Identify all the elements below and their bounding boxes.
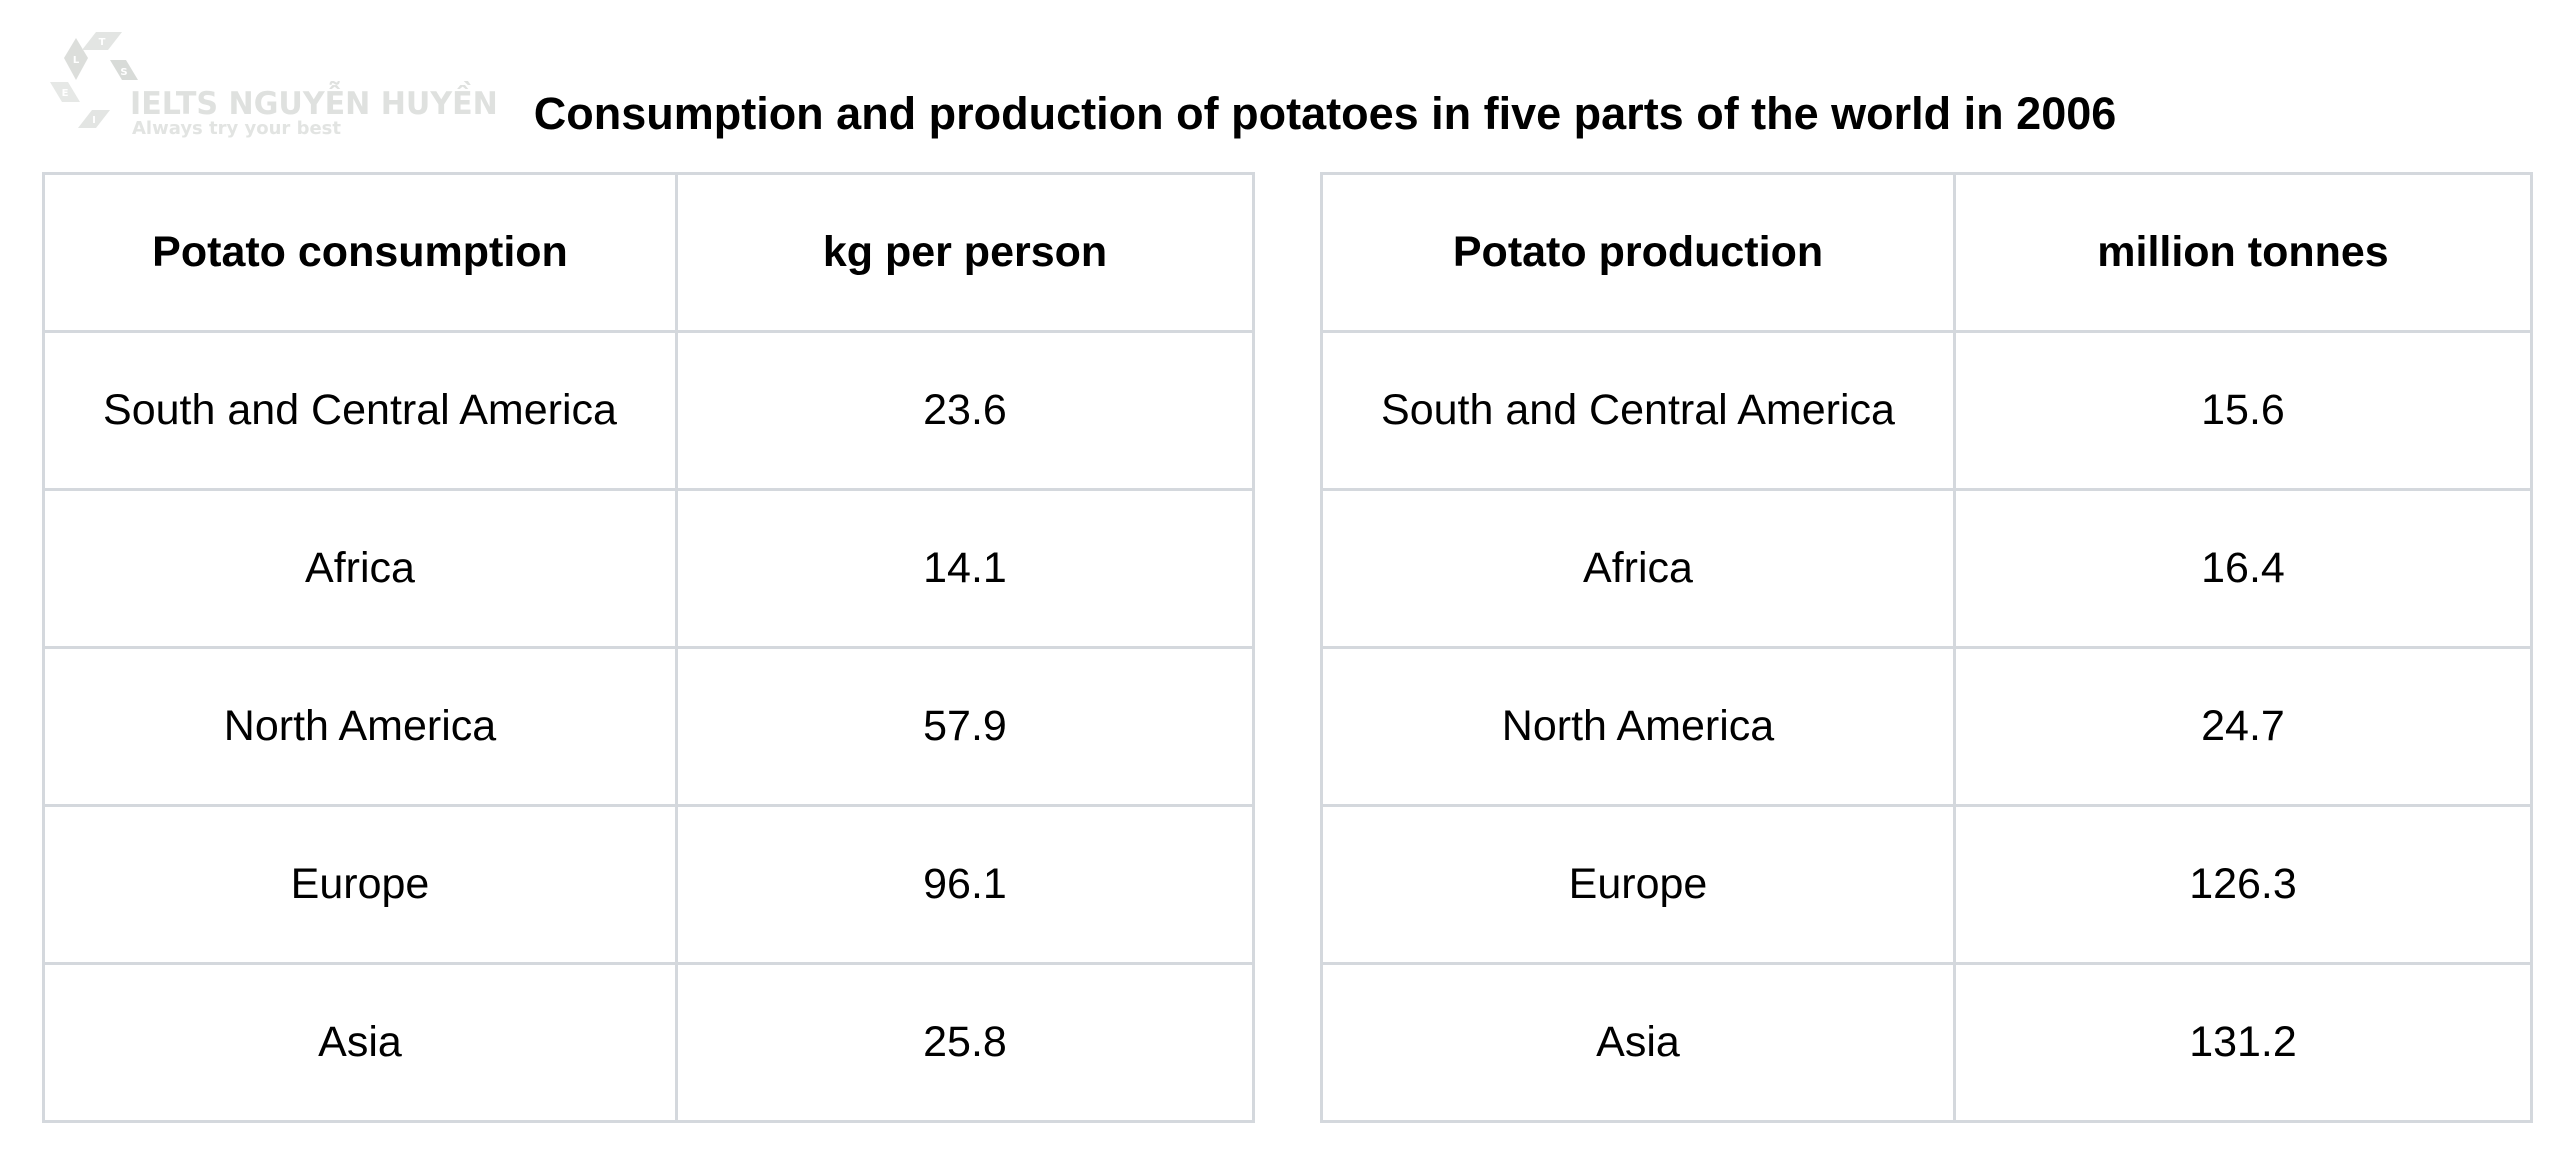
table-row: Europe 96.1 xyxy=(42,804,1255,965)
region-cell: Asia xyxy=(42,962,678,1123)
region-cell: Europe xyxy=(1320,804,1956,965)
value-cell: 24.7 xyxy=(1953,646,2533,807)
logo-tagline: Always try your best xyxy=(132,118,341,139)
table-header-row: Potato consumption kg per person xyxy=(42,172,1255,333)
table-row: North America 57.9 xyxy=(42,646,1255,807)
value-cell: 131.2 xyxy=(1953,962,2533,1123)
value-cell: 25.8 xyxy=(675,962,1255,1123)
value-cell: 96.1 xyxy=(675,804,1255,965)
logo-brand-name: IELTS NGUYỄN HUYỀN xyxy=(130,86,498,122)
column-header-category: Potato production xyxy=(1320,172,1956,333)
column-header-unit: kg per person xyxy=(675,172,1255,333)
region-cell: Africa xyxy=(42,488,678,649)
region-cell: North America xyxy=(42,646,678,807)
svg-text:I: I xyxy=(92,115,96,126)
consumption-table: Potato consumption kg per person South a… xyxy=(42,172,1255,1123)
table-row: Asia 131.2 xyxy=(1320,962,2533,1123)
value-cell: 16.4 xyxy=(1953,488,2533,649)
production-table: Potato production million tonnes South a… xyxy=(1320,172,2533,1123)
table-row: Africa 16.4 xyxy=(1320,488,2533,649)
value-cell: 126.3 xyxy=(1953,804,2533,965)
svg-text:S: S xyxy=(120,67,127,78)
svg-text:L: L xyxy=(73,55,80,66)
brand-logo: L T S E I IELTS NGUYỄN HUYỀN Always try … xyxy=(46,30,498,142)
value-cell: 57.9 xyxy=(675,646,1255,807)
table-row: Africa 14.1 xyxy=(42,488,1255,649)
page-title: Consumption and production of potatoes i… xyxy=(533,88,2117,139)
column-header-unit: million tonnes xyxy=(1953,172,2533,333)
region-cell: Africa xyxy=(1320,488,1956,649)
svg-text:T: T xyxy=(99,37,106,48)
value-cell: 15.6 xyxy=(1953,330,2533,491)
table-row: South and Central America 23.6 xyxy=(42,330,1255,491)
region-cell: Asia xyxy=(1320,962,1956,1123)
table-row: Asia 25.8 xyxy=(42,962,1255,1123)
table-header-row: Potato production million tonnes xyxy=(1320,172,2533,333)
region-cell: South and Central America xyxy=(42,330,678,491)
value-cell: 23.6 xyxy=(675,330,1255,491)
svg-text:E: E xyxy=(62,88,69,99)
column-header-category: Potato consumption xyxy=(42,172,678,333)
region-cell: North America xyxy=(1320,646,1956,807)
region-cell: Europe xyxy=(42,804,678,965)
table-row: North America 24.7 xyxy=(1320,646,2533,807)
logo-hexagon-icon: L T S E I xyxy=(50,32,138,128)
table-row: South and Central America 15.6 xyxy=(1320,330,2533,491)
table-row: Europe 126.3 xyxy=(1320,804,2533,965)
value-cell: 14.1 xyxy=(675,488,1255,649)
region-cell: South and Central America xyxy=(1320,330,1956,491)
